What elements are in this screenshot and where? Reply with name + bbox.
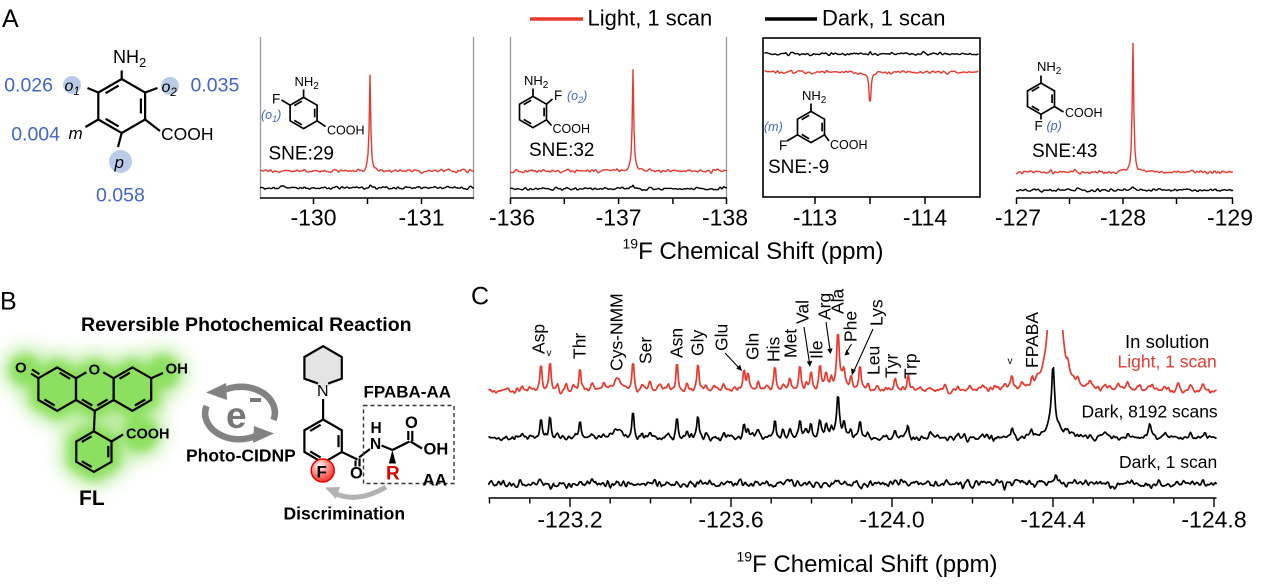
- svg-text:Asn: Asn: [667, 328, 687, 358]
- svg-text:F: F: [1035, 119, 1043, 134]
- svg-text:COOH: COOH: [161, 124, 214, 144]
- svg-text:Cys-NMM: Cys-NMM: [607, 293, 627, 371]
- svg-text:0.058: 0.058: [96, 185, 145, 207]
- svg-text:F: F: [554, 88, 562, 103]
- svg-text:COOH: COOH: [553, 122, 591, 136]
- svg-text:N: N: [317, 383, 329, 400]
- svg-text:Photo-CIDNP: Photo-CIDNP: [186, 446, 296, 466]
- svg-text:NH2: NH2: [802, 88, 827, 106]
- svg-text:NH2: NH2: [113, 47, 146, 70]
- svg-text:SNE:43: SNE:43: [1032, 141, 1097, 162]
- svg-text:Arg: Arg: [815, 293, 835, 320]
- svg-text:FL: FL: [79, 487, 105, 510]
- svg-text:Gln: Gln: [743, 333, 763, 360]
- svg-text:COOH: COOH: [1065, 106, 1103, 120]
- svg-text:O: O: [89, 362, 101, 379]
- svg-text:FPABA-AA: FPABA-AA: [364, 383, 452, 402]
- svg-text:NH2: NH2: [524, 73, 549, 91]
- svg-text:-124.0: -124.0: [859, 507, 924, 533]
- svg-text:Ile: Ile: [807, 341, 827, 359]
- svg-text:-130: -130: [290, 205, 336, 231]
- svg-text:(o1): (o1): [261, 108, 281, 124]
- svg-text:N: N: [370, 436, 381, 453]
- svg-text:-131: -131: [398, 205, 444, 231]
- svg-text:F: F: [779, 138, 787, 153]
- svg-text:0.035: 0.035: [191, 75, 240, 97]
- svg-text:Glu: Glu: [712, 324, 732, 351]
- svg-text:(o2): (o2): [567, 89, 587, 105]
- svg-text:NH2: NH2: [295, 74, 320, 92]
- svg-text:Discrimination: Discrimination: [284, 504, 406, 524]
- svg-text:B: B: [0, 288, 17, 316]
- svg-text:F: F: [272, 92, 280, 107]
- svg-text:19F Chemical Shift (ppm): 19F Chemical Shift (ppm): [737, 549, 998, 579]
- svg-text:OH: OH: [424, 441, 449, 459]
- svg-text:COOH: COOH: [327, 124, 365, 138]
- svg-text:-127: -127: [995, 205, 1041, 231]
- svg-text:p: p: [114, 153, 124, 172]
- svg-text:-124.4: -124.4: [1020, 507, 1085, 533]
- svg-text:Asp: Asp: [529, 324, 549, 354]
- svg-text:Phe: Phe: [841, 311, 861, 342]
- svg-text:Met: Met: [781, 329, 801, 358]
- svg-text:SNE:29: SNE:29: [269, 144, 334, 165]
- svg-text:F: F: [317, 463, 327, 482]
- svg-text:His: His: [764, 336, 784, 362]
- svg-text:O: O: [15, 360, 27, 377]
- svg-text:Reversible Photochemical React: Reversible Photochemical Reaction: [81, 314, 412, 336]
- svg-text:Trp: Trp: [901, 353, 921, 379]
- svg-text:Light, 1 scan: Light, 1 scan: [1118, 352, 1217, 372]
- svg-text:-128: -128: [1100, 205, 1146, 231]
- svg-text:0.004: 0.004: [11, 124, 60, 146]
- svg-text:-123.6: -123.6: [698, 507, 763, 533]
- svg-text:-138: -138: [702, 205, 748, 231]
- svg-text:(m): (m): [764, 120, 783, 134]
- svg-text:Val: Val: [793, 300, 813, 324]
- svg-text:O: O: [350, 465, 363, 483]
- svg-text:O: O: [405, 414, 418, 432]
- svg-text:-123.2: -123.2: [537, 507, 602, 533]
- svg-text:AA: AA: [423, 471, 448, 490]
- svg-text:Dark, 8192 scans: Dark, 8192 scans: [1082, 402, 1218, 422]
- svg-text:-114: -114: [903, 205, 948, 231]
- svg-text:e: e: [226, 395, 247, 436]
- svg-text:A: A: [2, 5, 19, 33]
- svg-text:COOH: COOH: [126, 427, 170, 443]
- svg-text:(p): (p): [1047, 119, 1062, 133]
- svg-text:-124.8: -124.8: [1181, 507, 1246, 533]
- svg-text:In solution: In solution: [1125, 331, 1209, 352]
- svg-text:Tyr: Tyr: [882, 354, 902, 378]
- svg-text:R: R: [386, 464, 400, 485]
- svg-text:m: m: [69, 124, 83, 143]
- svg-text:C: C: [471, 283, 489, 311]
- svg-text:-137: -137: [596, 205, 642, 231]
- svg-text:NH2: NH2: [1037, 59, 1062, 77]
- svg-text:SNE:32: SNE:32: [529, 140, 594, 161]
- svg-text:-129: -129: [1207, 205, 1253, 231]
- svg-text:Ala: Ala: [828, 288, 848, 314]
- svg-text:FPABA: FPABA: [1022, 312, 1042, 368]
- svg-text:-113: -113: [793, 205, 837, 231]
- svg-text:Leu: Leu: [864, 346, 884, 375]
- svg-text:Dark, 1 scan: Dark, 1 scan: [822, 6, 946, 31]
- svg-text:OH: OH: [166, 361, 189, 378]
- svg-text:Lys: Lys: [867, 299, 887, 326]
- svg-text:19F Chemical Shift (ppm): 19F Chemical Shift (ppm): [623, 236, 884, 266]
- svg-text:COOH: COOH: [830, 138, 868, 152]
- svg-text:0.026: 0.026: [4, 75, 53, 97]
- svg-text:Thr: Thr: [570, 333, 590, 359]
- svg-text:v: v: [1008, 356, 1013, 367]
- svg-text:Dark, 1 scan: Dark, 1 scan: [1119, 452, 1217, 472]
- svg-text:Ser: Ser: [636, 337, 656, 364]
- svg-text:Gly: Gly: [688, 330, 708, 357]
- svg-text:SNE:-9: SNE:-9: [768, 157, 829, 178]
- svg-text:v: v: [547, 348, 552, 359]
- svg-text:-136: -136: [489, 205, 535, 231]
- svg-text:H: H: [371, 420, 382, 437]
- svg-text:Light, 1 scan: Light, 1 scan: [588, 6, 713, 31]
